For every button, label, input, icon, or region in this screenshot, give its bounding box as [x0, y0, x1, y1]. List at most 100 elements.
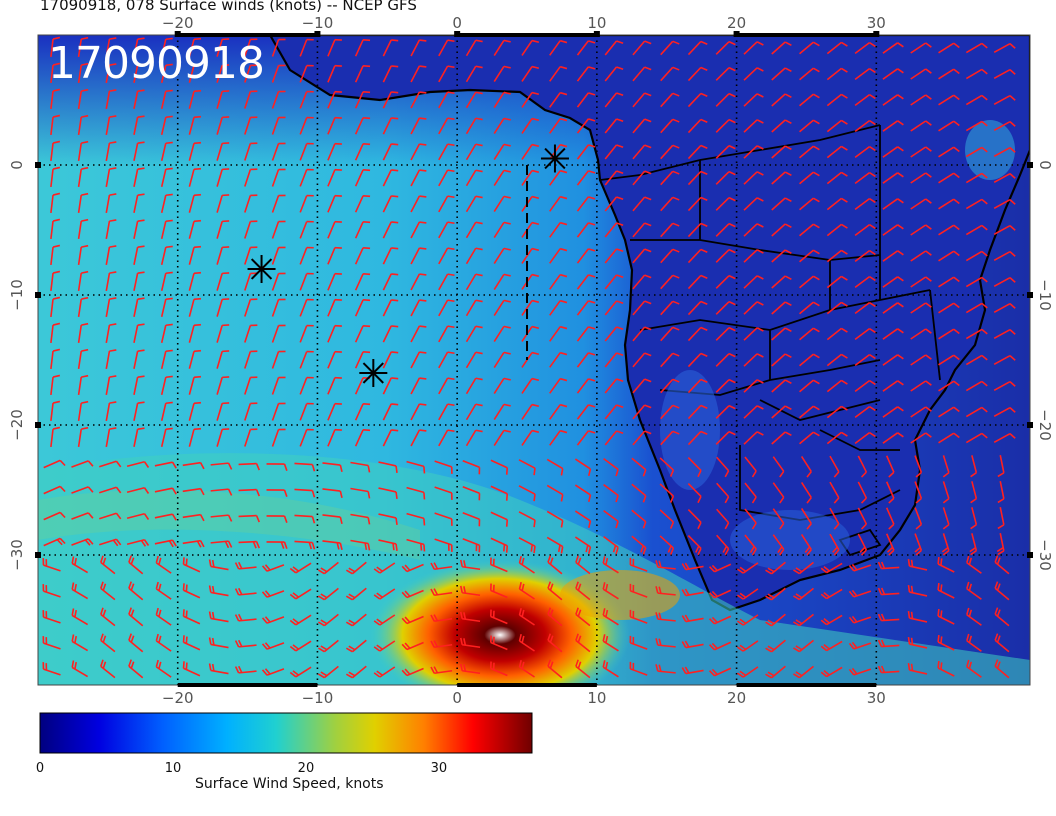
- wind-barb: [438, 403, 455, 421]
- wind-barb: [50, 426, 61, 448]
- wind-barb: [576, 404, 596, 420]
- wind-barb: [406, 460, 426, 474]
- wind-barb: [133, 115, 145, 135]
- wind-barb: [997, 455, 1005, 478]
- wind-barb: [993, 120, 1016, 132]
- wind-barb: [604, 404, 624, 420]
- wind-barb: [50, 166, 61, 188]
- wind-barb: [77, 296, 89, 318]
- wind-barb: [771, 93, 792, 107]
- wind-barb: [576, 170, 596, 186]
- wind-barb: [490, 485, 509, 501]
- wind-barb: [549, 325, 568, 342]
- wind-barb: [489, 583, 508, 599]
- wind-barb: [736, 640, 759, 652]
- wind-barb: [244, 350, 258, 369]
- wind-barb: [996, 533, 1005, 556]
- wind-barb: [942, 455, 950, 478]
- wind-barb: [910, 94, 932, 106]
- wind-barb: [715, 378, 736, 393]
- wind-barb: [660, 378, 680, 394]
- wind-barb: [438, 143, 455, 161]
- wind-barb: [327, 350, 342, 369]
- wind-barb: [907, 585, 928, 597]
- wind-barb: [327, 324, 342, 343]
- lon-tick-label-top: 30: [867, 14, 886, 32]
- wind-barb: [71, 512, 94, 520]
- wind-barb: [799, 67, 820, 81]
- lat-tick-label-left: −10: [8, 279, 26, 311]
- wind-barb: [216, 246, 230, 265]
- wind-barb: [576, 274, 596, 290]
- wind-barb: [493, 325, 511, 343]
- wind-barb: [882, 276, 904, 288]
- wind-barb: [882, 250, 904, 262]
- wind-barb: [771, 353, 792, 367]
- wind-barb: [459, 559, 481, 571]
- wind-barb: [373, 562, 396, 574]
- wind-barb: [854, 223, 876, 237]
- wind-barb: [521, 169, 540, 186]
- wind-barb: [848, 667, 872, 676]
- wind-barb: [910, 172, 932, 184]
- wind-barb: [42, 584, 61, 598]
- wind-barb: [743, 405, 764, 419]
- wind-barb: [576, 300, 596, 316]
- wind-barb: [826, 93, 848, 107]
- wind-barb: [128, 581, 144, 601]
- wind-barb: [715, 144, 736, 159]
- wind-barb: [406, 512, 426, 526]
- wind-barb: [907, 559, 928, 571]
- wind-barb: [854, 93, 876, 107]
- wind-barb: [244, 168, 258, 187]
- wind-barb: [410, 429, 427, 447]
- wind-barb: [465, 325, 483, 343]
- wind-barb: [354, 403, 371, 421]
- wind-barb: [793, 665, 815, 679]
- wind-barb: [629, 661, 648, 676]
- wind-barb: [71, 582, 89, 600]
- wind-barb: [244, 428, 258, 447]
- wind-barb: [244, 116, 258, 135]
- wind-barb: [299, 272, 314, 291]
- axis-ticks: −20 −20 −10 −10 0 0 10 10 20 20 30 30 0 0 −10 −10 −20 −20…: [8, 14, 1054, 707]
- wind-barb: [826, 119, 848, 133]
- wind-barb: [238, 462, 260, 471]
- wind-barb: [715, 118, 736, 133]
- wind-barb: [317, 587, 339, 601]
- wind-barb: [826, 197, 848, 211]
- wind-barb: [216, 324, 230, 343]
- wind-barb: [438, 39, 455, 57]
- wind-barb: [771, 41, 792, 55]
- wind-barb: [907, 637, 928, 649]
- lon-tick-label-top: −20: [162, 14, 194, 32]
- colorbar-ticks: 0 10 20 30: [36, 761, 447, 776]
- wind-barb: [994, 659, 1010, 679]
- wind-barb: [266, 541, 288, 549]
- wind-barb: [793, 613, 815, 627]
- wind-barb: [546, 484, 564, 502]
- wind-barb: [632, 144, 652, 160]
- wind-barb: [465, 91, 483, 109]
- wind-barb: [743, 93, 764, 107]
- wind-barb: [128, 555, 144, 575]
- wind-barb: [100, 607, 116, 627]
- wind-barb: [43, 485, 66, 495]
- wind-barb: [938, 42, 960, 54]
- wind-barb: [465, 403, 483, 421]
- wind-barbs: [42, 36, 1016, 679]
- wind-barb: [659, 509, 675, 529]
- wind-barb: [434, 512, 453, 526]
- wind-barb: [914, 533, 923, 556]
- wind-barb: [993, 328, 1016, 340]
- wind-barb: [632, 222, 652, 238]
- wind-barb: [43, 537, 66, 547]
- wind-barb: [493, 351, 511, 369]
- wind-barb: [604, 378, 624, 394]
- wind-barb: [71, 486, 94, 494]
- wind-barb: [493, 429, 511, 447]
- wind-barb: [604, 170, 624, 186]
- wind-barb: [354, 247, 371, 265]
- wind-barb: [350, 487, 371, 499]
- wind-barb: [938, 146, 960, 158]
